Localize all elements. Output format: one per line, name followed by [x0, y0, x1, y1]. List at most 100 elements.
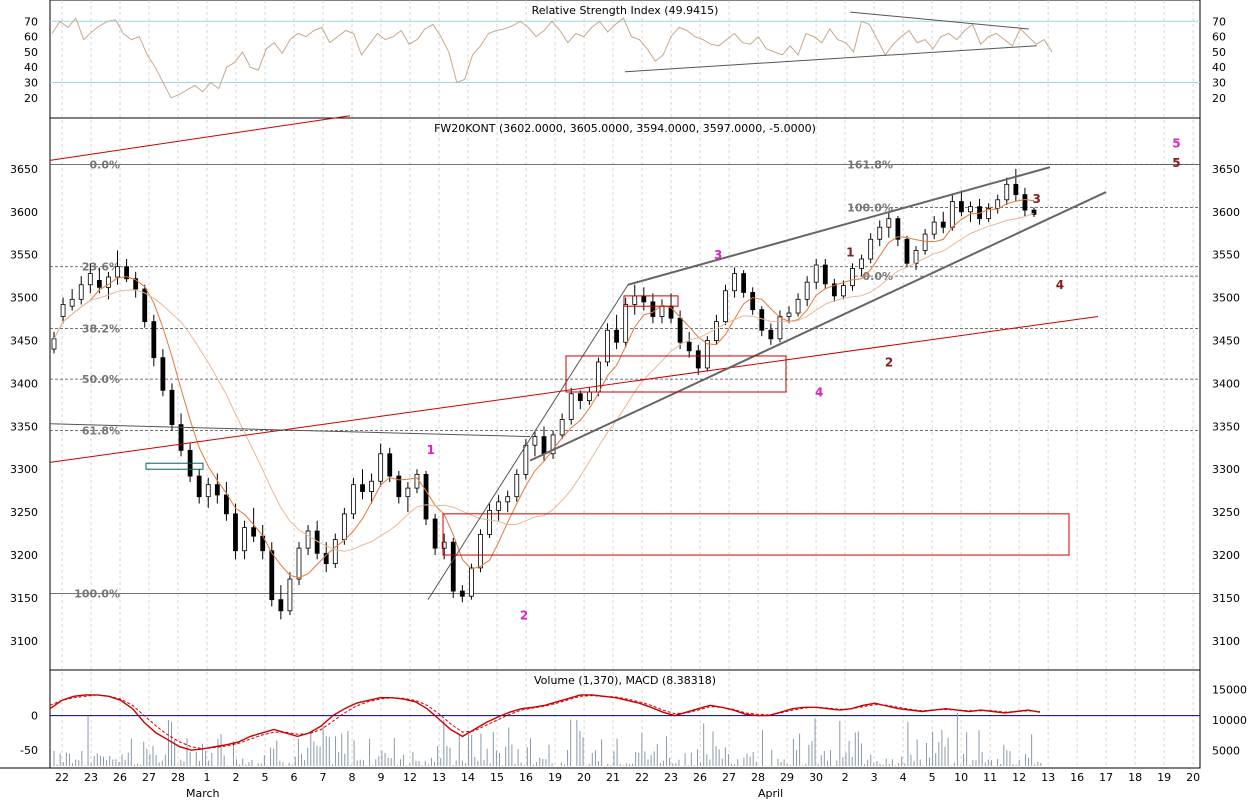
day-tick-label: 13	[1041, 771, 1055, 784]
price-tick-label-right: 3400	[1212, 377, 1240, 390]
candle-body	[550, 434, 556, 455]
fib-level-label: 38.2%	[82, 323, 120, 336]
candle-body	[904, 238, 910, 264]
candle-body	[859, 258, 864, 269]
candle-body	[886, 218, 892, 228]
candle-body	[151, 321, 157, 359]
candle-body	[1022, 194, 1028, 211]
price-tick-label-left: 3100	[10, 635, 38, 648]
macd-signal-line	[49, 694, 1041, 750]
day-tick-label: 5	[929, 771, 936, 784]
rsi-tick-label-left: 30	[24, 76, 38, 89]
day-tick-label: 13	[432, 771, 446, 784]
candle-body	[1013, 183, 1019, 196]
wave-label: 2	[520, 608, 528, 622]
grid-layer	[0, 0, 1201, 769]
candle-body	[142, 288, 148, 323]
fib-level-label: 0.0%	[89, 159, 120, 172]
candle-body	[922, 233, 928, 251]
candle-body	[586, 391, 592, 401]
candle-body	[813, 264, 819, 283]
candle-body	[214, 484, 220, 496]
candle-body	[233, 513, 238, 552]
day-tick-label: 12	[1012, 771, 1026, 784]
rsi-tick-label-right: 50	[1212, 46, 1226, 59]
volume-tick-label: 10000	[1212, 714, 1247, 727]
volume-macd-title: Volume (1,370), MACD (8.38318)	[534, 674, 716, 687]
rsi-upper-trendline	[850, 11, 1029, 30]
month-label-april: April	[758, 787, 783, 800]
price-tick-label-right: 3350	[1212, 420, 1240, 433]
panel-frame-0	[49, 0, 1201, 119]
candle-body	[405, 487, 411, 498]
candle-body	[487, 510, 492, 535]
day-tick-label: 3	[871, 771, 878, 784]
candle-body	[605, 329, 610, 363]
day-tick-label: 19	[1157, 771, 1171, 784]
candle-body	[623, 304, 629, 343]
candle-body	[242, 527, 247, 552]
wave-label: 4	[1056, 278, 1064, 292]
volume-tick-label: 5000	[1212, 745, 1240, 758]
day-tick-label: 29	[780, 771, 794, 784]
candle-body	[469, 567, 474, 597]
price-tick-label-left: 3650	[10, 163, 38, 176]
candle-body	[732, 273, 737, 292]
day-tick-label: 22	[55, 771, 69, 784]
price-tick-label-right: 3150	[1212, 592, 1240, 605]
candle-body	[87, 273, 93, 286]
candle-body	[723, 290, 728, 323]
day-tick-label: 1	[204, 771, 211, 784]
candle-body	[224, 494, 229, 515]
candle-body	[414, 473, 420, 489]
rsi-tick-label-right: 70	[1212, 15, 1226, 28]
price-tick-label-right: 3450	[1212, 335, 1240, 348]
rsi-series-line	[51, 17, 1053, 99]
day-tick-label: 15	[490, 771, 504, 784]
candle-body	[995, 199, 1001, 209]
candle-body	[614, 329, 619, 343]
candle-body	[577, 393, 583, 401]
price-tick-label-right: 3650	[1212, 163, 1240, 176]
candle-body	[450, 541, 456, 592]
wave-label: 4	[815, 385, 823, 399]
candle-body	[505, 496, 511, 503]
candle-body	[78, 284, 84, 300]
day-tick-label: 20	[577, 771, 591, 784]
price-tick-label-left: 3250	[10, 506, 38, 519]
day-tick-label: 9	[378, 771, 385, 784]
red-channel-upper	[49, 115, 351, 161]
candle-body	[532, 436, 538, 446]
day-tick-label: 16	[1070, 771, 1084, 784]
candle-body	[940, 221, 946, 228]
candle-body	[51, 338, 57, 350]
day-tick-label: 12	[403, 771, 417, 784]
price-tick-label-right: 3100	[1212, 635, 1240, 648]
price-tick-label-left: 3200	[10, 549, 38, 562]
candle-body	[441, 541, 447, 549]
day-tick-label: 23	[664, 771, 678, 784]
rsi-tick-label-left: 50	[24, 46, 38, 59]
price-tick-label-left: 3550	[10, 249, 38, 262]
day-tick-label: 27	[722, 771, 736, 784]
candle-body	[559, 419, 565, 436]
price-panel: 0.0%23.6%38.2%50.0%61.8%100.0%161.8%100.…	[49, 115, 1200, 622]
day-tick-label: 16	[519, 771, 533, 784]
day-tick-label: 27	[142, 771, 156, 784]
rsi-tick-label-right: 20	[1212, 92, 1226, 105]
candle-body	[822, 264, 828, 285]
wave-label: 3	[714, 248, 722, 262]
candle-body	[369, 480, 374, 492]
panel-frame-1	[49, 117, 1201, 671]
candle-body	[641, 295, 647, 303]
day-tick-label: 2	[842, 771, 849, 784]
candle-body	[205, 484, 211, 498]
wave-label: 3	[1032, 192, 1040, 206]
candle-body	[968, 206, 973, 213]
price-tick-label-right: 3200	[1212, 549, 1240, 562]
candle-body	[895, 218, 901, 240]
wedge-upper-line	[627, 166, 1051, 286]
candle-body	[1004, 183, 1010, 201]
